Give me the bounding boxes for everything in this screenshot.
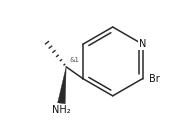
- Text: N: N: [139, 39, 146, 49]
- Text: NH₂: NH₂: [52, 105, 71, 115]
- Polygon shape: [58, 67, 66, 104]
- Text: Br: Br: [149, 74, 159, 84]
- Text: &1: &1: [70, 58, 80, 63]
